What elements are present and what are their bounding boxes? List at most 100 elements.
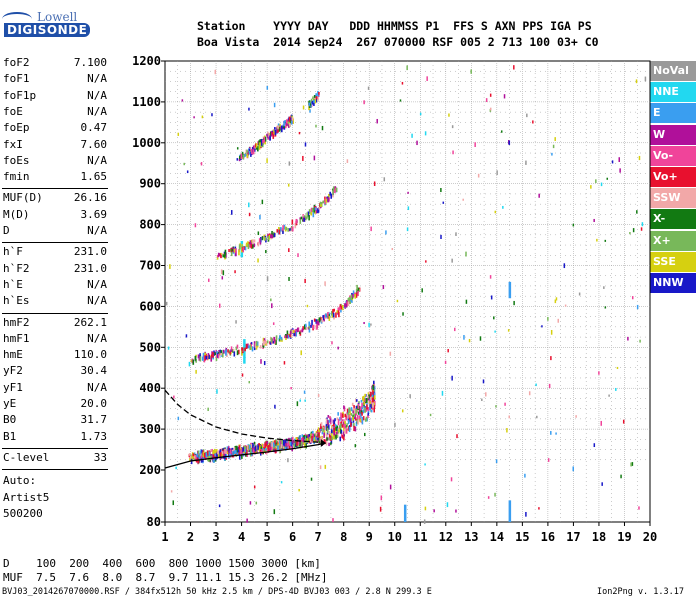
echo-point (373, 407, 376, 413)
noise-point (261, 199, 264, 205)
echo-point (319, 437, 322, 442)
echo-point (248, 150, 251, 155)
echo-point (367, 412, 370, 416)
echo-point (355, 399, 358, 402)
echo-point (336, 417, 339, 421)
echo-point (259, 445, 262, 449)
echo-point (326, 427, 329, 434)
echo-point (238, 454, 241, 460)
noise-point (172, 500, 175, 506)
echo-point (309, 438, 312, 443)
echo-point (219, 449, 222, 455)
echo-point (333, 308, 335, 312)
echo-point (246, 149, 248, 153)
noise-point (440, 234, 442, 240)
echo-point (314, 96, 316, 100)
echo-point (355, 408, 358, 414)
echo-point (228, 451, 230, 455)
noise-point (600, 182, 603, 187)
x-tick-label: 7 (315, 530, 322, 544)
y-tick-label: 80 (147, 515, 161, 529)
noise-point (175, 466, 177, 470)
echo-point (252, 239, 254, 245)
noise-point (487, 496, 490, 499)
echo-point (244, 153, 246, 157)
echo-point (254, 143, 257, 148)
echo-point (247, 151, 250, 156)
echo-point (361, 402, 363, 408)
echo-point (233, 447, 236, 451)
noise-point (555, 432, 557, 435)
echo-point (308, 326, 310, 329)
echo-point (234, 246, 237, 250)
echo-point (250, 344, 252, 347)
param-label: B0 (3, 413, 17, 427)
param-row-fmin: fmin 1.65 (3, 170, 107, 186)
noise-point (424, 131, 427, 136)
param-label: foEp (3, 121, 30, 135)
echo-point (352, 407, 355, 411)
panel-separator (2, 447, 108, 449)
noise-point (208, 278, 210, 282)
echo-point (255, 340, 258, 347)
echo-point (358, 401, 360, 404)
noise-point (465, 299, 468, 304)
x-tick-label: 1 (161, 530, 168, 544)
echo-point (303, 443, 306, 449)
echo-point (310, 98, 313, 103)
param-label: foEs (3, 153, 30, 167)
echo-point (293, 443, 295, 448)
noise-point (493, 316, 495, 320)
echo-point (364, 407, 366, 413)
echo-point (313, 94, 316, 98)
echo-point (223, 254, 226, 258)
echo-point (237, 446, 240, 453)
echo-point (282, 445, 285, 449)
echo-point (206, 452, 209, 458)
echo-point (349, 295, 351, 299)
echo-point (350, 422, 352, 427)
echo-point (331, 436, 333, 441)
echo-point (279, 440, 281, 446)
echo-point (340, 429, 343, 434)
noise-point (304, 142, 307, 147)
echo-point (193, 452, 196, 456)
noise-point (401, 81, 404, 85)
echo-point (210, 356, 213, 362)
param-label: foE (3, 104, 23, 118)
echo-point (302, 437, 305, 443)
echo-point (350, 294, 353, 301)
echo-point (191, 358, 194, 364)
noise-point (409, 394, 411, 399)
echo-point (273, 445, 275, 450)
echo-point (222, 349, 225, 354)
echo-point (279, 338, 282, 342)
echo-point (218, 350, 220, 356)
noise-point (259, 451, 262, 456)
noise-point (274, 404, 276, 409)
echo-point (290, 120, 293, 125)
echo-point (196, 453, 198, 457)
panel-separator (2, 242, 108, 244)
echo-point (330, 428, 333, 434)
noise-point (508, 415, 510, 419)
echo-point (372, 398, 374, 403)
echo-point (197, 458, 200, 464)
echo-point (312, 212, 315, 218)
echo-point (331, 428, 334, 434)
noise-point (502, 205, 504, 209)
echo-point (301, 434, 304, 438)
echo-point (253, 346, 256, 351)
echo-point (308, 434, 311, 437)
echo-point (244, 246, 247, 251)
echo-point (227, 447, 230, 452)
echo-point (339, 428, 342, 434)
echo-point (338, 311, 340, 318)
noise-point (470, 69, 472, 74)
noise-point (383, 177, 386, 182)
echo-point (240, 153, 243, 160)
echo-point (214, 453, 217, 457)
x-tick-label: 6 (289, 530, 296, 544)
echo-point (301, 437, 303, 441)
noise-point (595, 179, 597, 183)
